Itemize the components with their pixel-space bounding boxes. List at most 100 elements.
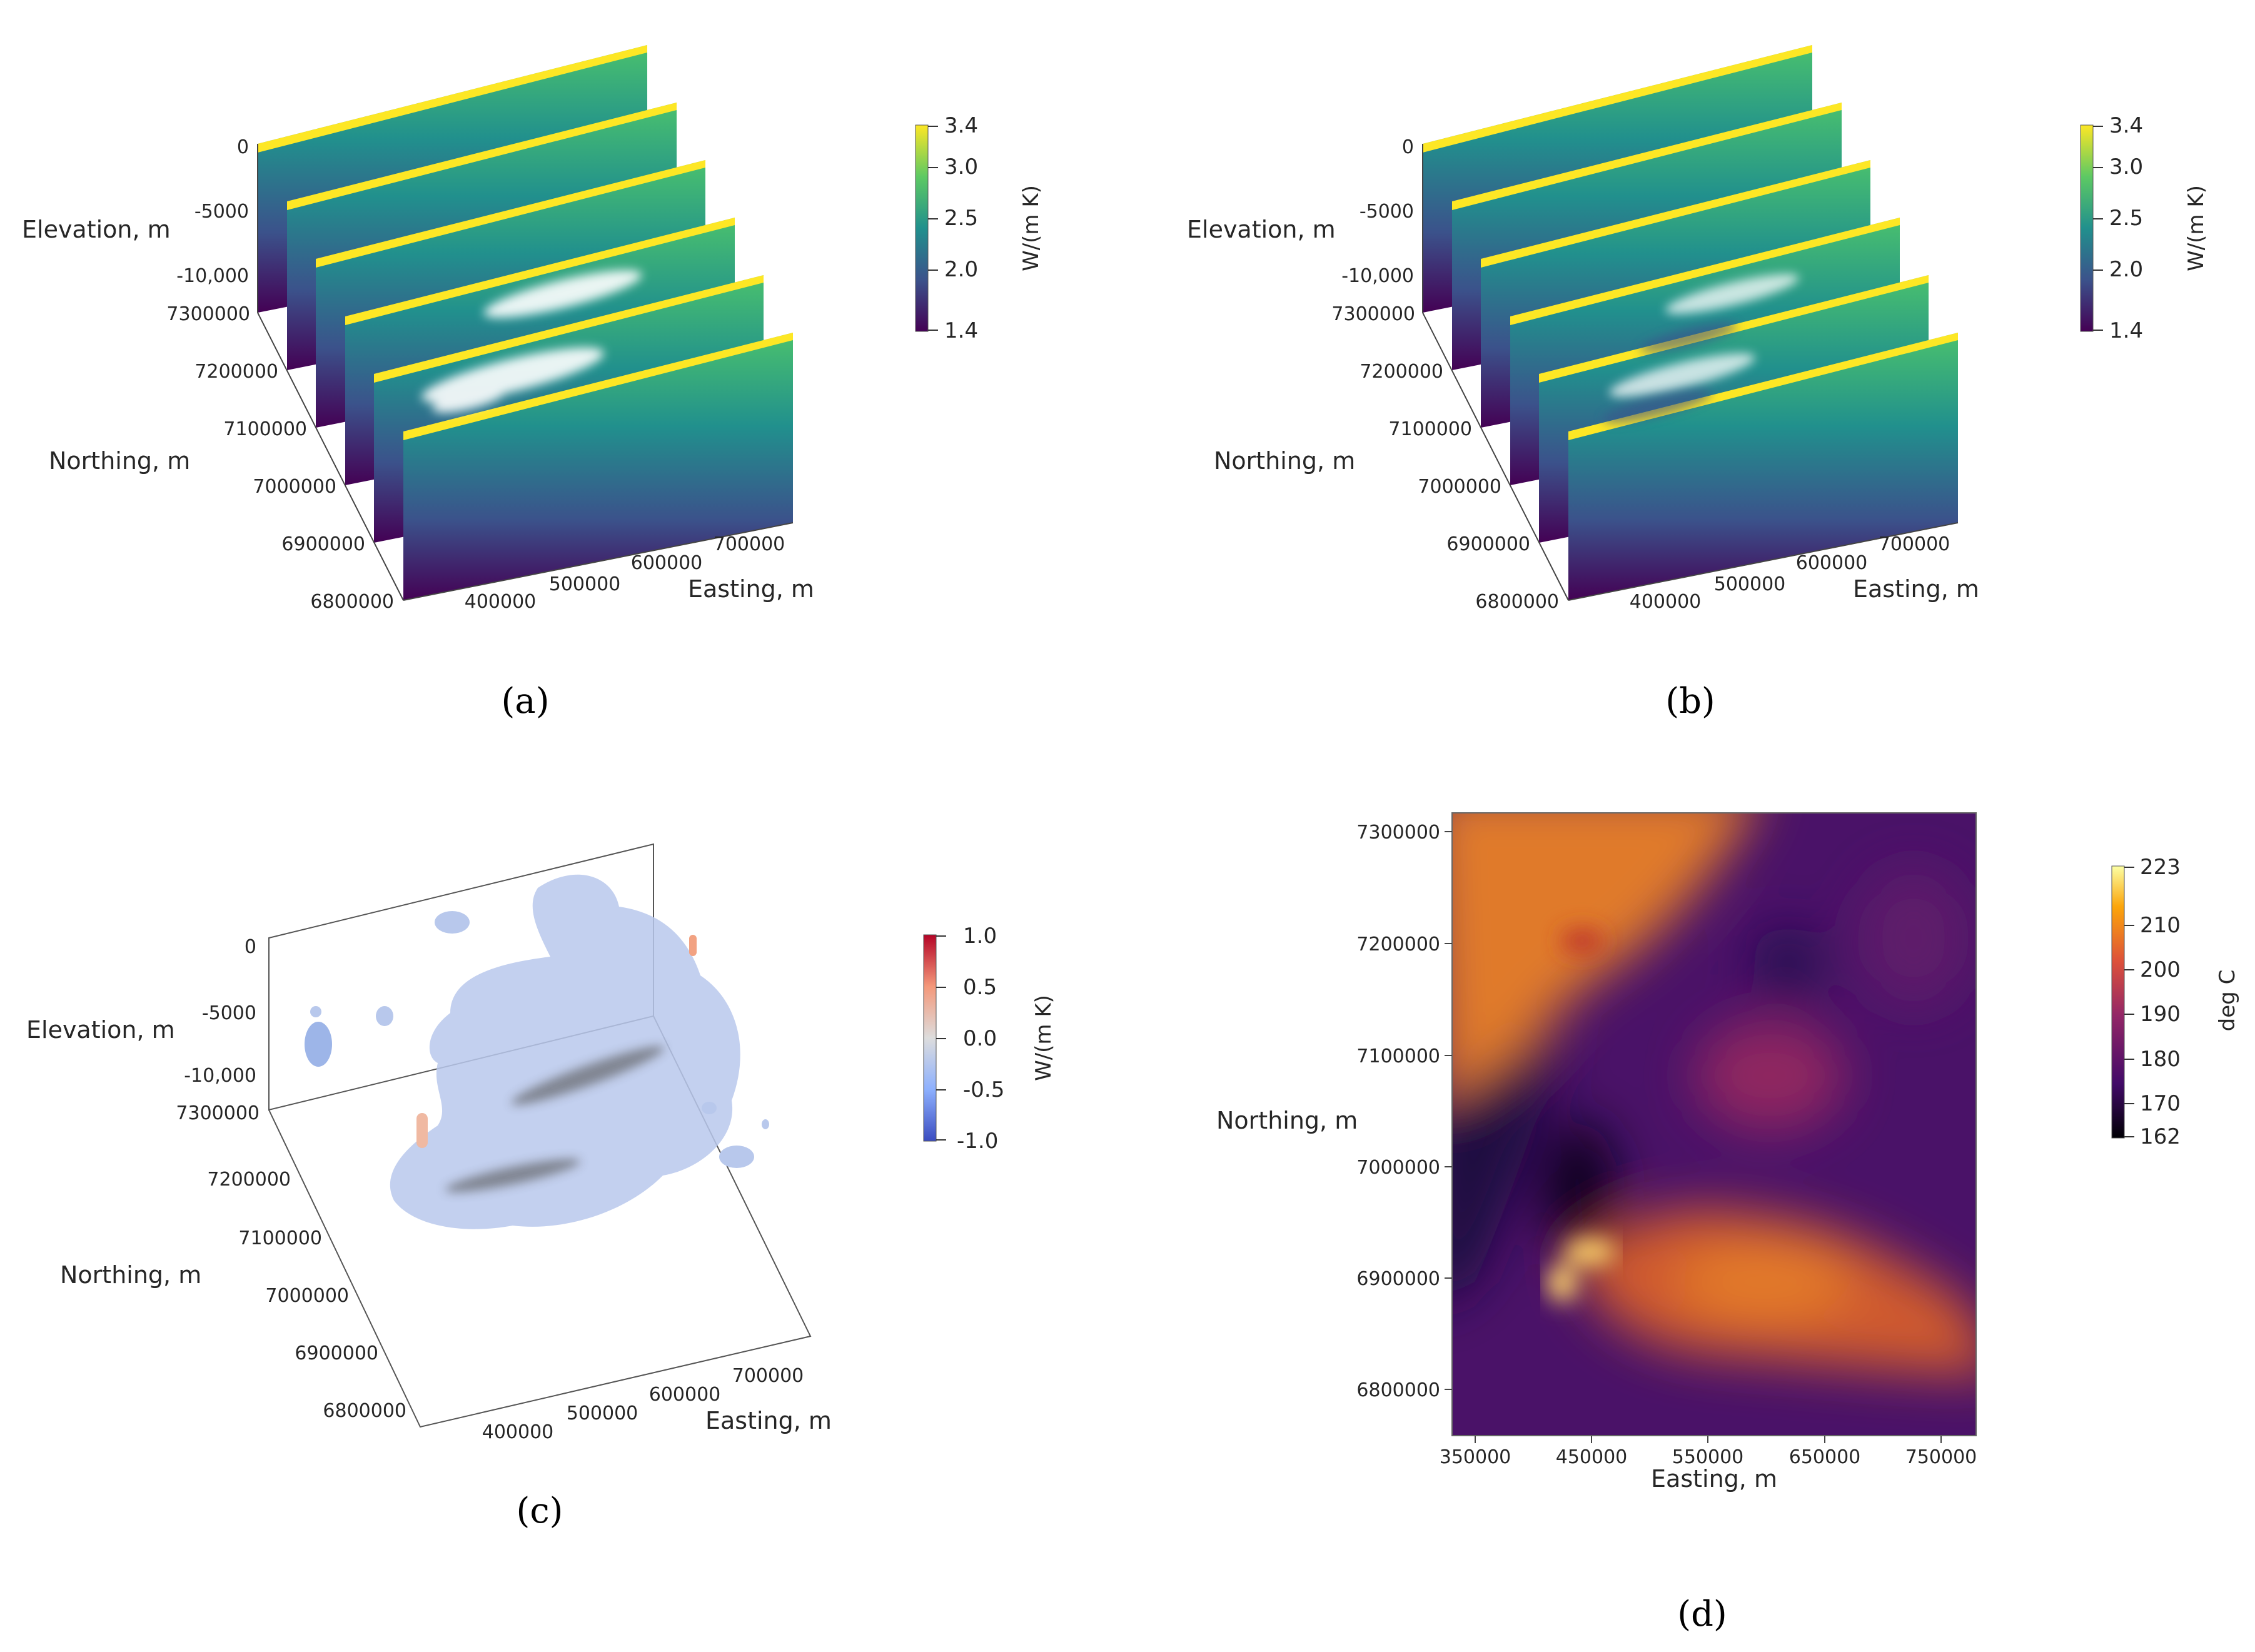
colorbar-tick-label: -0.5 bbox=[963, 1077, 1004, 1102]
colorbar-tick-label: 162 bbox=[2140, 1124, 2181, 1149]
z-tick-label: -10,000 bbox=[176, 265, 249, 287]
x-axis-label-b: Easting, m bbox=[1853, 575, 1979, 603]
caption-c: (c) bbox=[516, 1491, 563, 1531]
colorbar-label-d: deg C bbox=[2215, 970, 2240, 1032]
colorbar-tick-label: -1.0 bbox=[957, 1129, 998, 1154]
caption-d: (d) bbox=[1677, 1594, 1727, 1634]
panel-a: 0 -5000 -10,000 Elevation, m 7300000 720… bbox=[22, 45, 1044, 722]
caption-b: (b) bbox=[1665, 681, 1715, 722]
x-tick-labels-a: 400000 500000 600000 700000 bbox=[465, 533, 785, 613]
colorbar-tick-label: 180 bbox=[2140, 1047, 2181, 1072]
x-tick-label: 700000 bbox=[1879, 533, 1950, 555]
z-tick-labels-a: 0 -5000 -10,000 bbox=[176, 136, 249, 287]
colorbar-tick-label: 1.0 bbox=[963, 924, 997, 949]
colorbar-a: 3.4 3.0 2.5 2.0 1.4 W/(m K) bbox=[915, 113, 1044, 343]
x-tick-label: 650000 bbox=[1789, 1446, 1861, 1468]
x-tick-label: 600000 bbox=[1796, 552, 1868, 574]
z-tick-label: 0 bbox=[245, 936, 256, 958]
z-axis-label-c: Elevation, m bbox=[26, 1016, 175, 1044]
x-tick-label: 750000 bbox=[1905, 1446, 1977, 1468]
colorbar-d: 223 210 200 190 180 170 162 deg C bbox=[2111, 855, 2240, 1149]
colorbar-tick-label: 3.0 bbox=[2109, 154, 2143, 179]
y-tick-label: 7300000 bbox=[176, 1102, 260, 1124]
y-tick-label: 7000000 bbox=[1356, 1157, 1440, 1179]
x-tick-labels-c: 400000 500000 600000 700000 bbox=[482, 1365, 804, 1443]
x-tick-label: 500000 bbox=[549, 573, 621, 595]
x-ticks-d bbox=[1475, 1436, 1942, 1443]
y-tick-labels-d: 7300000 7200000 7100000 7000000 6900000 … bbox=[1356, 822, 1440, 1401]
y-tick-label: 7000000 bbox=[253, 476, 336, 498]
x-tick-label: 500000 bbox=[1714, 573, 1786, 595]
panel-b: 0 -5000 -10,000 Elevation, m 7300000 720… bbox=[1187, 45, 2209, 722]
x-tick-label: 600000 bbox=[631, 552, 703, 574]
y-axis-label-d: Northing, m bbox=[1216, 1107, 1358, 1134]
x-axis-label-c: Easting, m bbox=[705, 1407, 832, 1434]
colorbar-tick-label: 1.4 bbox=[944, 318, 978, 343]
colorbar-tick-label: 2.0 bbox=[2109, 257, 2143, 282]
colorbar-tick-label: 190 bbox=[2140, 1002, 2181, 1027]
x-tick-label: 700000 bbox=[714, 533, 785, 555]
y-tick-label: 7000000 bbox=[1418, 476, 1501, 498]
x-tick-label: 700000 bbox=[732, 1365, 804, 1387]
colorbar-b: 3.4 3.0 2.5 2.0 1.4 W/(m K) bbox=[2080, 113, 2209, 343]
colorbar-tick-label: 3.0 bbox=[944, 154, 978, 179]
colorbar-tick-label: 0.5 bbox=[963, 975, 997, 1000]
z-tick-labels-c: 0 -5000 -10,000 bbox=[184, 936, 256, 1087]
colorbar-tick-label: 2.5 bbox=[944, 206, 978, 231]
colorbar-tick-label: 200 bbox=[2140, 957, 2181, 982]
x-tick-label: 400000 bbox=[1630, 591, 1702, 613]
y-tick-label: 6800000 bbox=[323, 1400, 406, 1422]
z-tick-label: -10,000 bbox=[1341, 265, 1414, 287]
y-tick-label: 6800000 bbox=[310, 591, 394, 613]
z-tick-labels-b: 0 -5000 -10,000 bbox=[1341, 136, 1414, 287]
colorbar-tick-label: 3.4 bbox=[2109, 113, 2143, 138]
y-tick-labels-b: 7300000 7200000 7100000 7000000 6900000 … bbox=[1331, 303, 1559, 613]
y-tick-label: 6900000 bbox=[1356, 1268, 1440, 1290]
plot-frame-d bbox=[1451, 812, 1977, 1436]
z-tick-label: -5000 bbox=[202, 1002, 256, 1024]
z-tick-label: -5000 bbox=[194, 201, 249, 223]
x-tick-label: 600000 bbox=[649, 1384, 721, 1406]
z-axis-label-b: Elevation, m bbox=[1187, 216, 1336, 243]
colorbar-tick-label: 3.4 bbox=[944, 113, 978, 138]
x-axis-label-d: Easting, m bbox=[1651, 1465, 1777, 1493]
x-tick-label: 400000 bbox=[465, 591, 537, 613]
colorbar-tick-label: 2.0 bbox=[944, 257, 978, 282]
colorbar-tick-label: 0.0 bbox=[963, 1026, 997, 1051]
z-tick-label: 0 bbox=[237, 136, 249, 158]
y-tick-label: 7100000 bbox=[1356, 1045, 1440, 1067]
x-tick-label: 550000 bbox=[1672, 1446, 1744, 1468]
x-tick-label: 500000 bbox=[567, 1403, 638, 1424]
y-tick-label: 7100000 bbox=[238, 1227, 322, 1249]
slices-b bbox=[1423, 45, 1958, 600]
x-tick-label: 350000 bbox=[1440, 1446, 1511, 1468]
y-tick-label: 7200000 bbox=[194, 361, 278, 383]
z-tick-label: 0 bbox=[1402, 136, 1414, 158]
y-tick-label: 6800000 bbox=[1475, 591, 1559, 613]
y-tick-label: 6900000 bbox=[281, 533, 365, 555]
y-tick-label: 7100000 bbox=[223, 418, 307, 440]
y-tick-label: 6900000 bbox=[1446, 533, 1530, 555]
colorbar-tick-label: 170 bbox=[2140, 1091, 2181, 1116]
x-axis-label-a: Easting, m bbox=[688, 575, 814, 603]
colorbar-c: 1.0 0.5 0.0 -0.5 -1.0 W/(m K) bbox=[923, 924, 1056, 1154]
y-axis-label-b: Northing, m bbox=[1214, 447, 1355, 475]
y-tick-label: 7200000 bbox=[207, 1169, 291, 1191]
colorbar-label-c: W/(m K) bbox=[1031, 995, 1056, 1081]
y-tick-labels-a: 7300000 7200000 7100000 7000000 6900000 … bbox=[166, 303, 394, 613]
x-tick-labels-d: 350000 450000 550000 650000 750000 bbox=[1440, 1446, 1977, 1468]
colorbar-label-b: W/(m K) bbox=[2184, 185, 2209, 271]
y-ticks-d bbox=[1445, 831, 1452, 1390]
y-tick-label: 7300000 bbox=[1331, 303, 1415, 325]
colorbar-tick-label: 210 bbox=[2140, 913, 2181, 938]
y-tick-label: 7100000 bbox=[1388, 418, 1472, 440]
y-axis-label-a: Northing, m bbox=[49, 447, 190, 475]
y-tick-labels-c: 7300000 7200000 7100000 7000000 6900000 … bbox=[176, 1102, 406, 1422]
z-axis-label-a: Elevation, m bbox=[22, 216, 171, 243]
x-tick-labels-b: 400000 500000 600000 700000 bbox=[1630, 533, 1950, 613]
x-tick-label: 450000 bbox=[1556, 1446, 1628, 1468]
colorbar-tick-label: 2.5 bbox=[2109, 206, 2143, 231]
slices-a bbox=[258, 45, 793, 600]
y-tick-label: 6800000 bbox=[1356, 1379, 1440, 1401]
x-tick-label: 400000 bbox=[482, 1421, 554, 1443]
